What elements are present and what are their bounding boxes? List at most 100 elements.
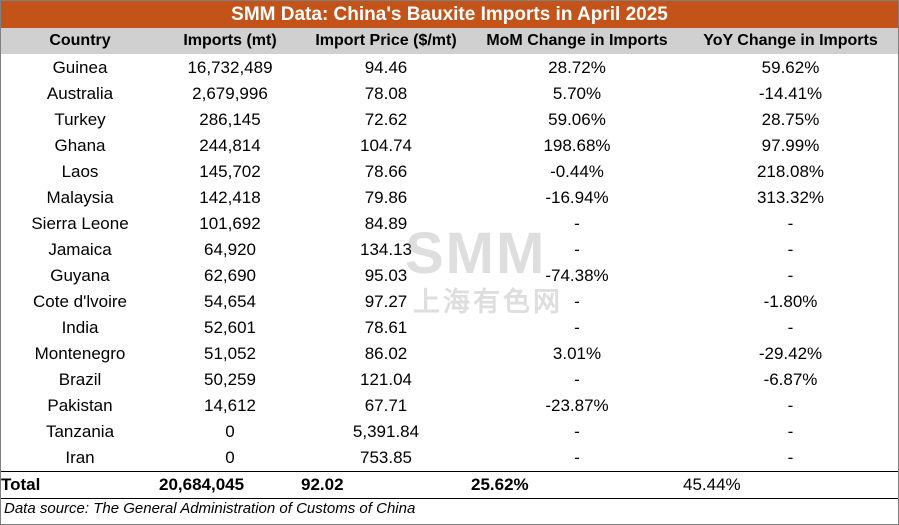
- table-row: Turkey 286,145 72.62 59.06% 28.75%: [1, 107, 898, 133]
- table-row: Sierra Leone 101,692 84.89 - -: [1, 211, 898, 237]
- cell-country: Montenegro: [34, 344, 126, 363]
- cell-price: 753.85: [360, 448, 412, 467]
- cell-country: Jamaica: [48, 240, 112, 259]
- column-header-price: Import Price ($/mt): [315, 32, 457, 49]
- cell-price: 78.66: [364, 162, 408, 181]
- table-row: Cote d'lvoire 54,654 97.27 - -1.80%: [1, 289, 898, 315]
- table-row: Jamaica 64,920 134.13 - -: [1, 237, 898, 263]
- cell-mom: 3.01%: [552, 344, 602, 363]
- cell-mom: 28.72%: [548, 58, 606, 77]
- table-row: Australia 2,679,996 78.08 5.70% -14.41%: [1, 81, 898, 107]
- cell-mom: -: [574, 448, 580, 467]
- cell-mom: -: [574, 422, 580, 441]
- cell-mom: -23.87%: [545, 396, 609, 415]
- cell-price: 67.71: [364, 396, 408, 415]
- cell-price: 84.89: [364, 214, 408, 233]
- cell-yoy: -: [787, 214, 794, 233]
- cell-mom: 5.70%: [552, 84, 602, 103]
- column-header-yoy: YoY Change in Imports: [703, 32, 878, 49]
- total-price: 92.02: [301, 475, 344, 494]
- cell-price: 104.74: [360, 136, 412, 155]
- cell-yoy: -14.41%: [758, 84, 823, 103]
- total-row: Total 20,684,045 92.02 25.62% 45.44%: [1, 471, 898, 499]
- table-row: Laos 145,702 78.66 -0.44% 218.08%: [1, 159, 898, 185]
- cell-country: Guinea: [52, 58, 108, 77]
- cell-price: 134.13: [360, 240, 412, 259]
- total-mom: 25.62%: [471, 475, 529, 494]
- cell-imports: 101,692: [199, 214, 261, 233]
- column-header-mom: MoM Change in Imports: [486, 32, 668, 49]
- cell-imports: 50,259: [204, 370, 256, 389]
- cell-yoy: 28.75%: [761, 110, 820, 129]
- table-row: Guyana 62,690 95.03 -74.38% -: [1, 263, 898, 289]
- cell-country: Malaysia: [46, 188, 114, 207]
- cell-country: Ghana: [54, 136, 106, 155]
- cell-imports: 52,601: [204, 318, 256, 337]
- data-source-note: Data source: The General Administration …: [4, 500, 416, 517]
- cell-imports: 14,612: [204, 396, 256, 415]
- table-row: Iran 0 753.85 - -: [1, 445, 898, 471]
- cell-imports: 0: [225, 448, 235, 467]
- cell-country: Australia: [46, 84, 114, 103]
- total-imports: 20,684,045: [159, 475, 245, 494]
- cell-yoy: 218.08%: [756, 162, 825, 181]
- cell-yoy: -1.80%: [763, 292, 818, 311]
- cell-imports: 244,814: [199, 136, 261, 155]
- table-row: Ghana 244,814 104.74 198.68% 97.99%: [1, 133, 898, 159]
- cell-price: 72.62: [364, 110, 408, 129]
- cell-price: 78.08: [364, 84, 408, 103]
- table-title: SMM Data: China's Bauxite Imports in Apr…: [1, 1, 898, 28]
- cell-imports: 2,679,996: [192, 84, 268, 103]
- cell-imports: 51,052: [204, 344, 256, 363]
- cell-country: Guyana: [50, 266, 110, 285]
- cell-imports: 142,418: [199, 188, 261, 207]
- table-row: Tanzania 0 5,391.84 - -: [1, 419, 898, 445]
- cell-price: 95.03: [364, 266, 408, 285]
- cell-yoy: -: [787, 318, 794, 337]
- cell-yoy: -: [787, 240, 794, 259]
- column-header-country: Country: [49, 32, 111, 49]
- cell-mom: -: [574, 240, 580, 259]
- cell-imports: 62,690: [204, 266, 256, 285]
- cell-mom: -: [574, 292, 580, 311]
- cell-yoy: -: [787, 266, 794, 285]
- cell-yoy: -6.87%: [763, 370, 818, 389]
- cell-mom: -: [574, 370, 580, 389]
- table-row: Brazil 50,259 121.04 - -6.87%: [1, 367, 898, 393]
- column-header-imports: Imports (mt): [183, 32, 277, 49]
- cell-price: 94.46: [364, 58, 408, 77]
- cell-imports: 286,145: [199, 110, 261, 129]
- cell-imports: 54,654: [204, 292, 256, 311]
- cell-yoy: -29.42%: [758, 344, 823, 363]
- cell-imports: 64,920: [204, 240, 256, 259]
- header-row: Country Imports (mt) Import Price ($/mt)…: [1, 28, 898, 54]
- cell-price: 79.86: [364, 188, 408, 207]
- cell-imports: 145,702: [199, 162, 261, 181]
- table-body: Guinea 16,732,489 94.46 28.72% 59.62% Austra…: [1, 55, 898, 471]
- cell-yoy: 59.62%: [761, 58, 820, 77]
- cell-yoy: 313.32%: [756, 188, 825, 207]
- table-row: Montenegro 51,052 86.02 3.01% -29.42%: [1, 341, 898, 367]
- cell-mom: 59.06%: [548, 110, 606, 129]
- cell-mom: 198.68%: [543, 136, 611, 155]
- cell-price: 5,391.84: [352, 422, 420, 441]
- cell-price: 78.61: [364, 318, 408, 337]
- cell-mom: -74.38%: [545, 266, 609, 285]
- cell-country: Laos: [61, 162, 99, 181]
- cell-yoy: 97.99%: [761, 136, 820, 155]
- cell-country: India: [61, 318, 99, 337]
- total-yoy: 45.44%: [683, 475, 741, 494]
- cell-country: Pakistan: [47, 396, 113, 415]
- cell-country: Sierra Leone: [31, 214, 129, 233]
- cell-yoy: -: [787, 422, 794, 441]
- cell-country: Cote d'lvoire: [33, 292, 127, 311]
- cell-imports: 16,732,489: [187, 58, 273, 77]
- cell-imports: 0: [225, 422, 235, 441]
- table-row: Malaysia 142,418 79.86 -16.94% 313.32%: [1, 185, 898, 211]
- cell-country: Brazil: [58, 370, 102, 389]
- cell-price: 121.04: [360, 370, 412, 389]
- table-row: Guinea 16,732,489 94.46 28.72% 59.62%: [1, 55, 898, 81]
- cell-mom: -16.94%: [545, 188, 609, 207]
- cell-mom: -: [574, 214, 580, 233]
- cell-country: Iran: [65, 448, 95, 467]
